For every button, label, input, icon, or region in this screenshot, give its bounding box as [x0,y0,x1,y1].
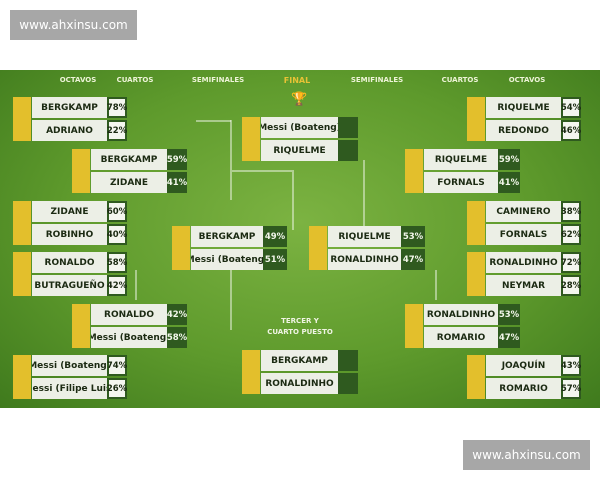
player-name[interactable]: FORNALS [424,172,498,193]
match-accent-strip [242,117,260,161]
player-name[interactable]: BERGKAMP [32,97,107,118]
vote-percentage [338,140,358,161]
third-place-label-line1: TERCER Y [281,317,319,325]
vote-percentage: 78% [107,97,127,118]
vote-percentage [338,373,358,394]
player-name[interactable]: RONALDINHO [328,249,401,270]
match-accent-strip [13,252,31,296]
third-place-label-line2: CUARTO PUESTO [267,328,333,336]
match-accent-strip [13,355,31,399]
match-accent-strip [13,201,31,245]
player-name[interactable]: ROMARIO [486,378,561,399]
player-name[interactable]: Messi (Boateng) [91,327,167,348]
watermark-top: www.ahxinsu.com [10,10,137,40]
match-accent-strip [405,304,423,348]
match-accent-strip [72,149,90,193]
player-name[interactable]: ROMARIO [424,327,498,348]
player-name[interactable]: Messi (Boateng) [261,117,338,138]
vote-percentage: 41% [167,172,187,193]
header-left-semis: SEMIFINALES [191,76,245,84]
vote-percentage [338,350,358,371]
vote-percentage: 42% [167,304,187,325]
header-left-octavos: OCTAVOS [59,76,97,84]
player-name[interactable]: ZIDANE [91,172,167,193]
player-name[interactable]: ROBINHO [32,224,107,245]
header-right-cuartos: CUARTOS [441,76,479,84]
player-name[interactable]: RIQUELME [261,140,338,161]
player-name[interactable]: RIQUELME [424,149,498,170]
player-name[interactable]: Messi (Boateng) [32,355,107,376]
vote-percentage: 58% [167,327,187,348]
player-name[interactable]: BERGKAMP [91,149,167,170]
vote-percentage: 62% [561,224,581,245]
header-left-cuartos: CUARTOS [116,76,154,84]
vote-percentage: 47% [498,327,520,348]
vote-percentage: 58% [107,252,127,273]
vote-percentage: 22% [107,120,127,141]
vote-percentage: 72% [561,252,581,273]
vote-percentage: 40% [107,224,127,245]
player-name[interactable]: RONALDINHO [424,304,498,325]
vote-percentage: 59% [167,149,187,170]
third-place-label: TERCER Y CUARTO PUESTO [267,316,333,338]
vote-percentage: 28% [561,275,581,296]
vote-percentage: 59% [498,149,520,170]
vote-percentage: 41% [498,172,520,193]
bracket-field: OCTAVOS CUARTOS SEMIFINALES FINAL SEMIFI… [0,70,600,408]
vote-percentage [338,117,358,138]
vote-percentage: 47% [401,249,425,270]
match-accent-strip [172,226,190,270]
player-name[interactable]: RONALDINHO [486,252,561,273]
vote-percentage: 57% [561,378,581,399]
vote-percentage: 53% [401,226,425,247]
player-name[interactable]: ADRIANO [32,120,107,141]
header-right-semis: SEMIFINALES [350,76,404,84]
player-name[interactable]: Messi (Boateng) [191,249,263,270]
watermark-bottom: www.ahxinsu.com [463,440,590,470]
match-accent-strip [13,97,31,141]
vote-percentage: 60% [107,201,127,222]
player-name[interactable]: RONALDO [32,252,107,273]
vote-percentage: 42% [107,275,127,296]
match-accent-strip [72,304,90,348]
player-name[interactable]: RONALDO [91,304,167,325]
player-name[interactable]: FORNALS [486,224,561,245]
match-accent-strip [467,252,485,296]
player-name[interactable]: CAMINERO [486,201,561,222]
vote-percentage: 49% [263,226,287,247]
vote-percentage: 26% [107,378,127,399]
vote-percentage: 54% [561,97,581,118]
player-name[interactable]: REDONDO [486,120,561,141]
player-name[interactable]: Messi (Filipe Luis) [32,378,107,399]
player-name[interactable]: RIQUELME [328,226,401,247]
player-name[interactable]: RONALDINHO [261,373,338,394]
header-right-octavos: OCTAVOS [508,76,546,84]
player-name[interactable]: JOAQUÍN [486,355,561,376]
match-accent-strip [467,201,485,245]
player-name[interactable]: ZIDANE [32,201,107,222]
player-name[interactable]: NEYMAR [486,275,561,296]
player-name[interactable]: BUTRAGUEÑO [32,275,107,296]
match-accent-strip [467,355,485,399]
player-name[interactable]: RIQUELME [486,97,561,118]
match-accent-strip [309,226,327,270]
header-final: FINAL [283,76,311,85]
trophy-icon: 🏆 [291,92,308,107]
vote-percentage: 43% [561,355,581,376]
player-name[interactable]: BERGKAMP [261,350,338,371]
player-name[interactable]: BERGKAMP [191,226,263,247]
vote-percentage: 38% [561,201,581,222]
match-accent-strip [405,149,423,193]
vote-percentage: 53% [498,304,520,325]
match-accent-strip [242,350,260,394]
vote-percentage: 46% [561,120,581,141]
match-accent-strip [467,97,485,141]
vote-percentage: 51% [263,249,287,270]
vote-percentage: 74% [107,355,127,376]
